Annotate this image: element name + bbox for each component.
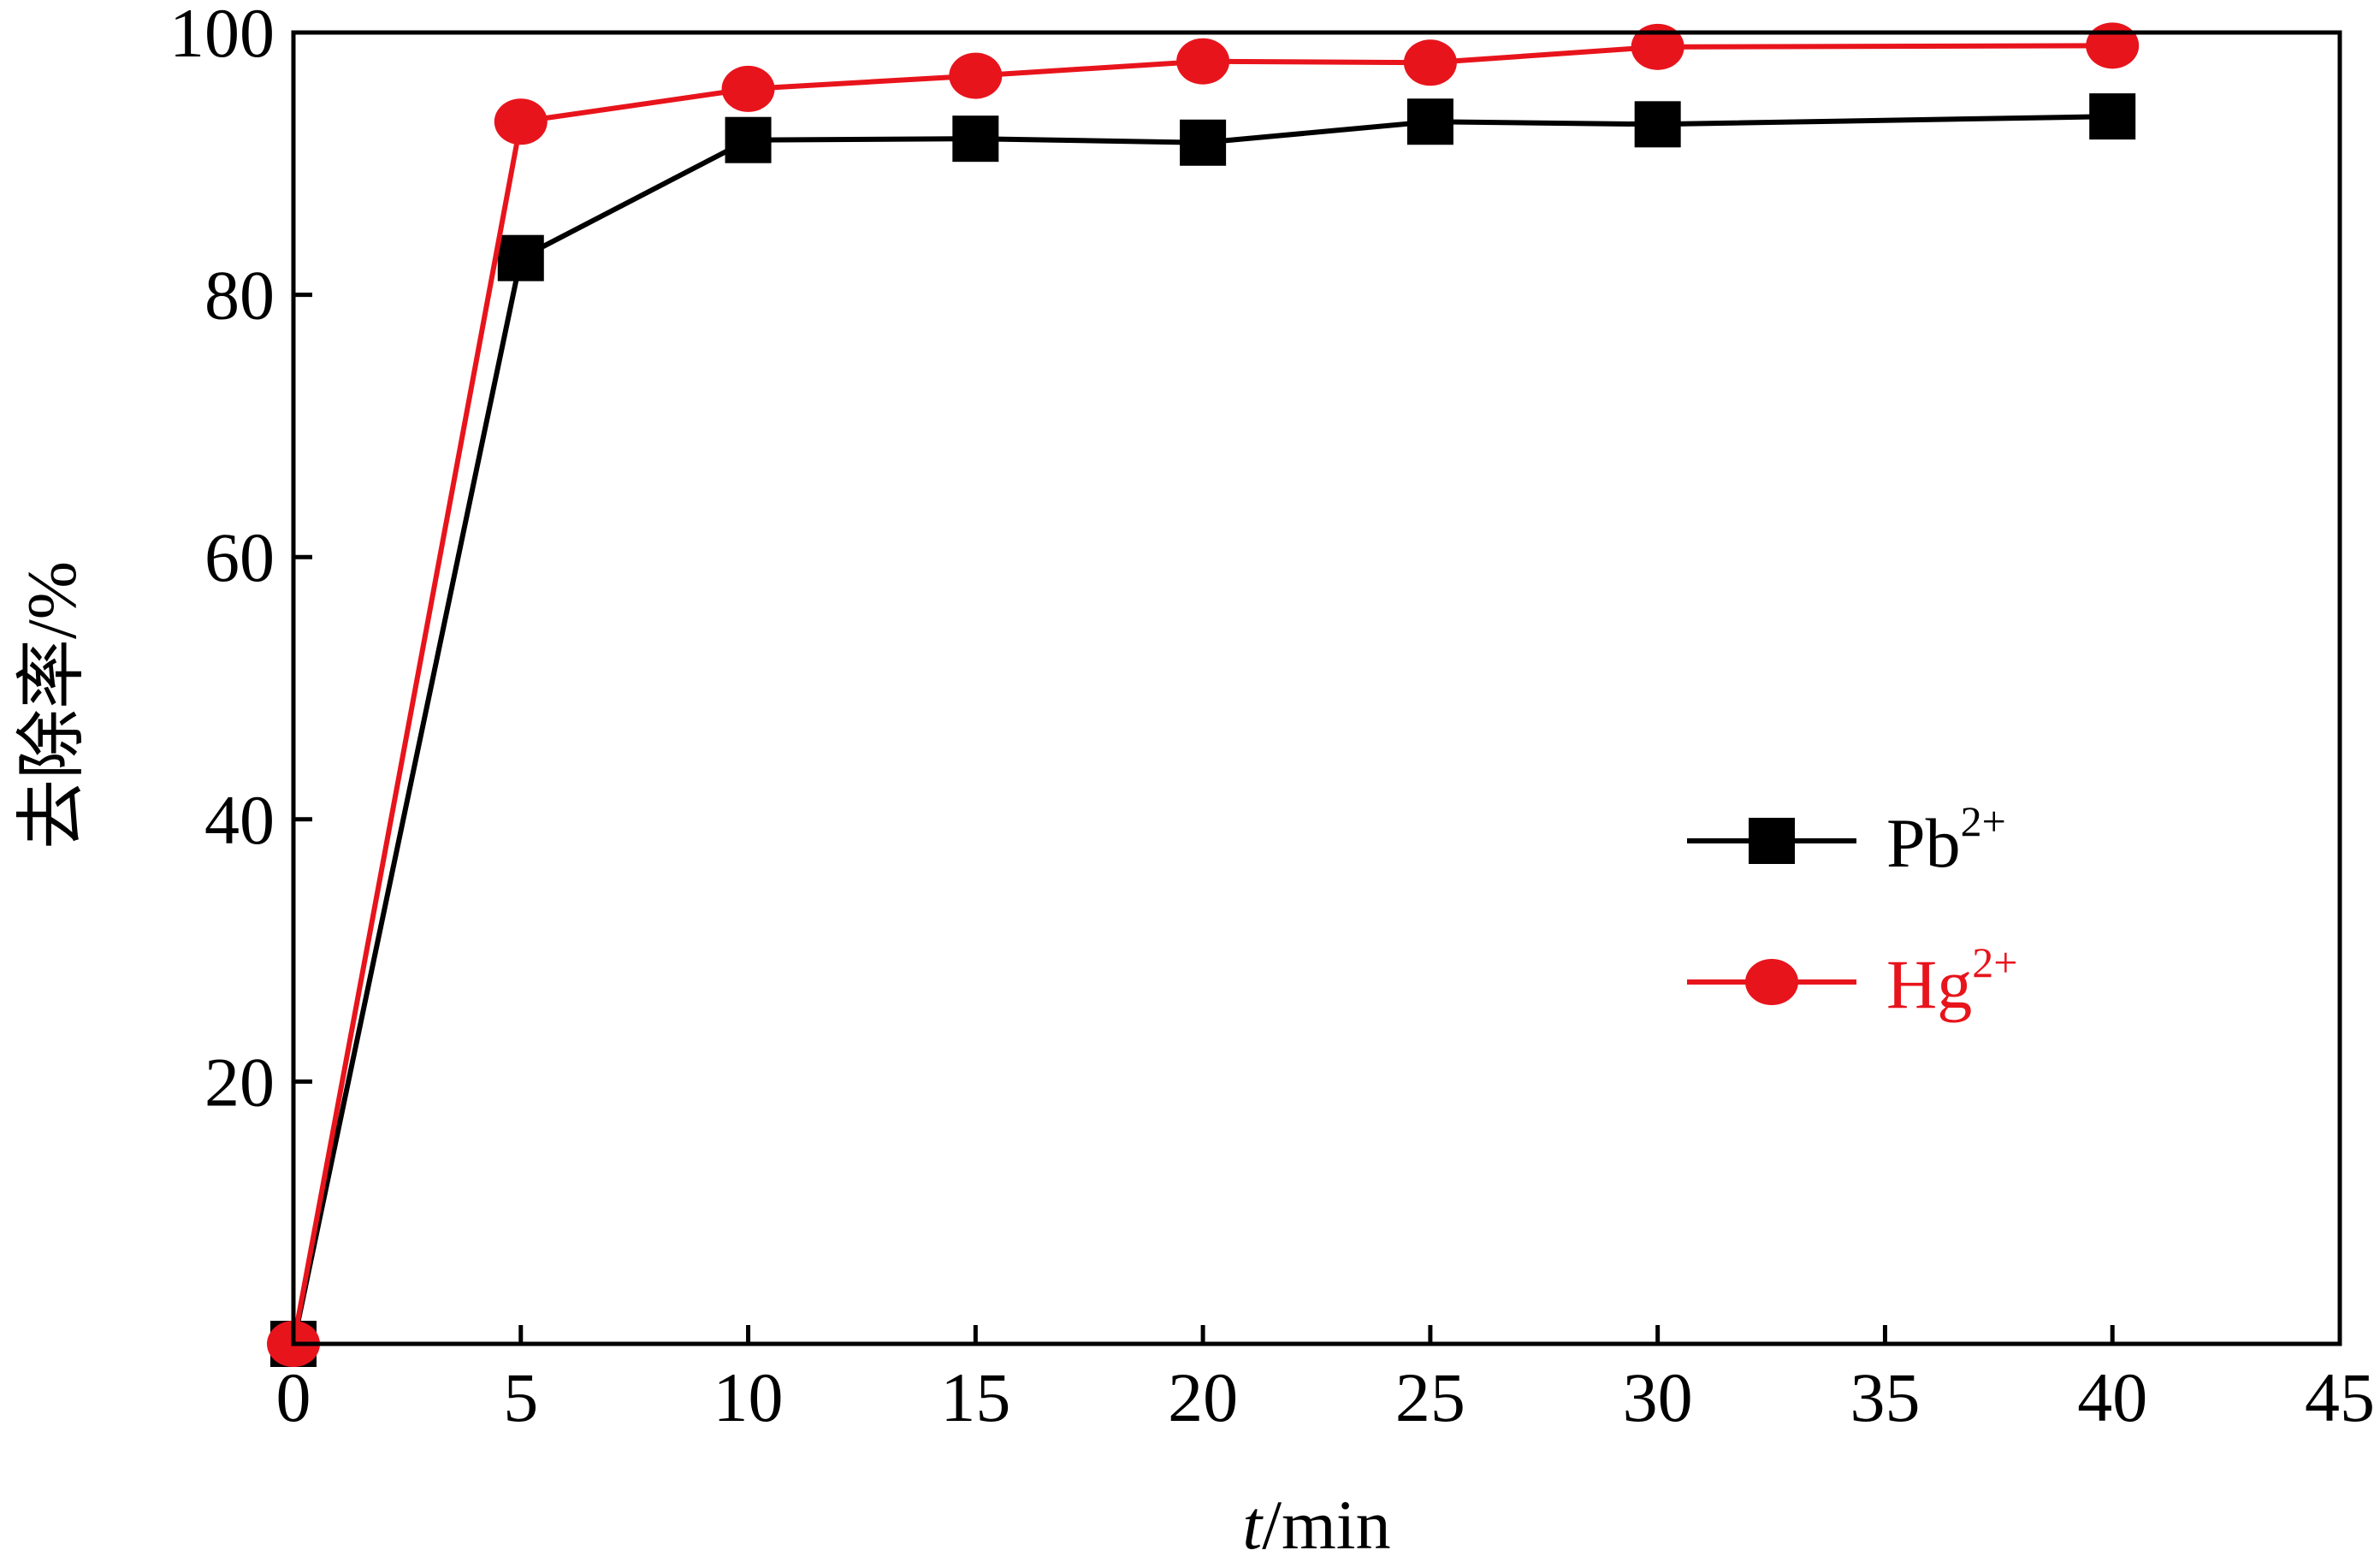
data-point: [2086, 22, 2140, 69]
y-tick-label: 80: [204, 257, 275, 334]
legend-label-base: Hg: [1886, 945, 1972, 1023]
data-point: [725, 116, 772, 163]
data-point: [494, 98, 548, 145]
legend: Pb2+Hg2+: [1687, 797, 2017, 1023]
data-point: [949, 52, 1003, 99]
x-axis-title-unit: /min: [1262, 1486, 1390, 1562]
x-tick-label: 15: [940, 1358, 1010, 1436]
data-point: [1634, 101, 1681, 148]
series-pb: [270, 93, 2136, 1367]
y-tick-label: 20: [204, 1043, 275, 1121]
data-point: [952, 115, 999, 163]
data-point: [497, 234, 544, 281]
legend-label-sup: 2+: [1972, 938, 2017, 986]
data-point: [721, 65, 775, 112]
axis-ticks: 0 5 10 15 20 25 30 35 40 45 20 40 60 80 100: [169, 0, 2375, 1436]
y-tick-label: 100: [169, 0, 275, 72]
y-tick-label: 60: [204, 518, 275, 596]
x-tick-label: 25: [1395, 1358, 1465, 1436]
x-tick-label: 45: [2305, 1358, 2375, 1436]
plot-frame: [291, 30, 2342, 1346]
x-tick-label: 0: [276, 1358, 311, 1436]
data-point: [2089, 93, 2136, 140]
series-line: [291, 43, 2113, 1345]
x-tick-label: 30: [1623, 1358, 1693, 1436]
x-axis-title: t/min: [1242, 1486, 1390, 1562]
data-point: [1631, 23, 1684, 70]
y-tick-label: 40: [204, 781, 275, 859]
x-tick-label: 20: [1168, 1358, 1238, 1436]
x-tick-label: 40: [2077, 1358, 2147, 1436]
x-tick-label: 5: [503, 1358, 538, 1436]
legend-entry-pb: Pb2+: [1687, 797, 2006, 882]
legend-marker: [1749, 818, 1795, 864]
x-tick-label: 10: [713, 1358, 784, 1436]
series-hg: [267, 22, 2140, 1367]
legend-label-sup: 2+: [1961, 797, 2006, 845]
data-point: [1176, 38, 1230, 85]
y-axis-title: 去除率/%: [13, 561, 91, 849]
data-point: [1406, 98, 1453, 145]
legend-label: Pb2+: [1886, 797, 2006, 882]
legend-entry-hg: Hg2+: [1687, 938, 2017, 1023]
x-axis-title-var: t: [1242, 1486, 1264, 1562]
series-layer: [267, 22, 2140, 1367]
legend-label: Hg2+: [1886, 938, 2017, 1023]
data-point: [1180, 119, 1227, 166]
series-line: [291, 114, 2113, 1345]
data-point: [1403, 39, 1457, 86]
x-tick-label: 35: [1850, 1358, 1920, 1436]
legend-marker: [1745, 959, 1798, 1005]
legend-label-base: Pb: [1886, 804, 1961, 882]
